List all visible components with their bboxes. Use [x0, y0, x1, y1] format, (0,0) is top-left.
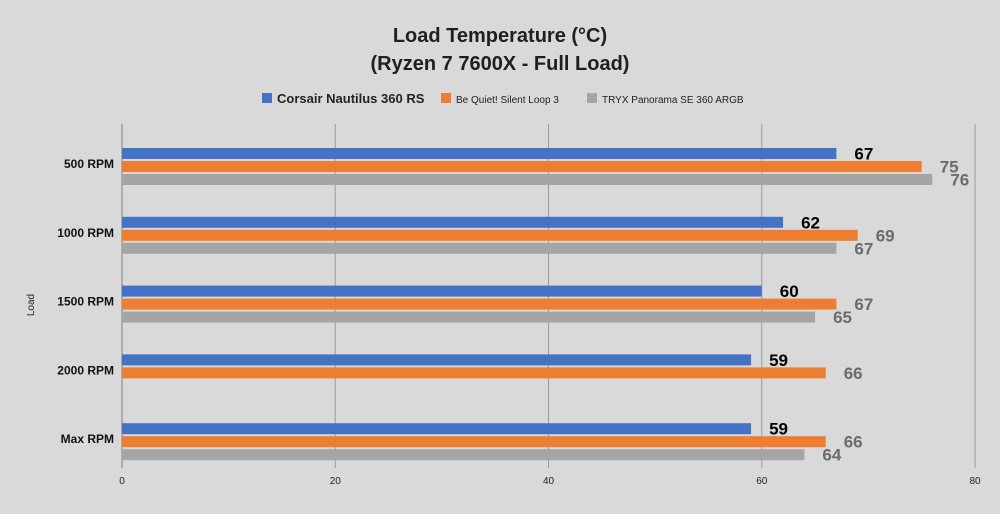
category-label: 500 RPM	[64, 157, 114, 171]
bar	[122, 161, 922, 172]
bar	[122, 423, 752, 435]
y-axis-categories: 500 RPM 1000 RPM 1500 RPM 2000 RPM Max RPM	[57, 157, 114, 446]
bar	[122, 229, 858, 241]
bar	[122, 174, 933, 185]
category-label: 1000 RPM	[57, 226, 114, 240]
y-axis-label: Load	[26, 294, 37, 316]
x-tick-label: 40	[543, 476, 555, 487]
data-label: 60	[780, 282, 799, 301]
x-axis-ticks: 0 20 40 60 80	[119, 476, 981, 487]
data-label: 65	[833, 308, 852, 327]
bar	[122, 285, 762, 297]
category-label: Max RPM	[61, 432, 114, 446]
legend-label: Be Quiet! Silent Loop 3	[456, 95, 559, 106]
legend-label: Corsair Nautilus 360 RS	[277, 91, 425, 106]
bar	[122, 216, 784, 228]
data-label: 66	[844, 364, 863, 383]
category-label: 1500 RPM	[57, 295, 114, 309]
data-label: 59	[769, 351, 788, 370]
x-tick-label: 80	[969, 476, 981, 487]
bar	[122, 367, 826, 379]
chart-subtitle: (Ryzen 7 7600X - Full Load)	[371, 53, 630, 75]
category-label: 2000 RPM	[57, 363, 114, 377]
data-label: 76	[950, 171, 969, 190]
data-label: 66	[844, 433, 863, 452]
x-tick-label: 20	[330, 476, 342, 487]
x-tick-label: 60	[756, 476, 768, 487]
legend-label: TRYX Panorama SE 360 ARGB	[602, 95, 744, 106]
data-label: 64	[822, 446, 841, 465]
bar	[122, 311, 816, 323]
bar	[122, 436, 826, 448]
x-tick-label: 0	[119, 476, 125, 487]
data-label: 67	[854, 295, 873, 314]
bar	[122, 449, 805, 461]
bar	[122, 242, 837, 254]
data-label: 59	[769, 420, 788, 439]
bar	[122, 298, 837, 310]
chart-title: Load Temperature (°C)	[393, 25, 607, 47]
data-label: 75	[940, 158, 959, 177]
legend-swatch	[441, 93, 451, 103]
bar	[122, 148, 837, 159]
bars	[122, 148, 933, 461]
legend: Corsair Nautilus 360 RS Be Quiet! Silent …	[262, 91, 744, 106]
data-label: 62	[801, 213, 820, 232]
bar	[122, 354, 752, 366]
data-label: 67	[854, 145, 873, 164]
legend-swatch	[587, 93, 597, 103]
data-label: 69	[876, 226, 895, 245]
data-label: 67	[854, 239, 873, 258]
legend-swatch	[262, 93, 272, 103]
